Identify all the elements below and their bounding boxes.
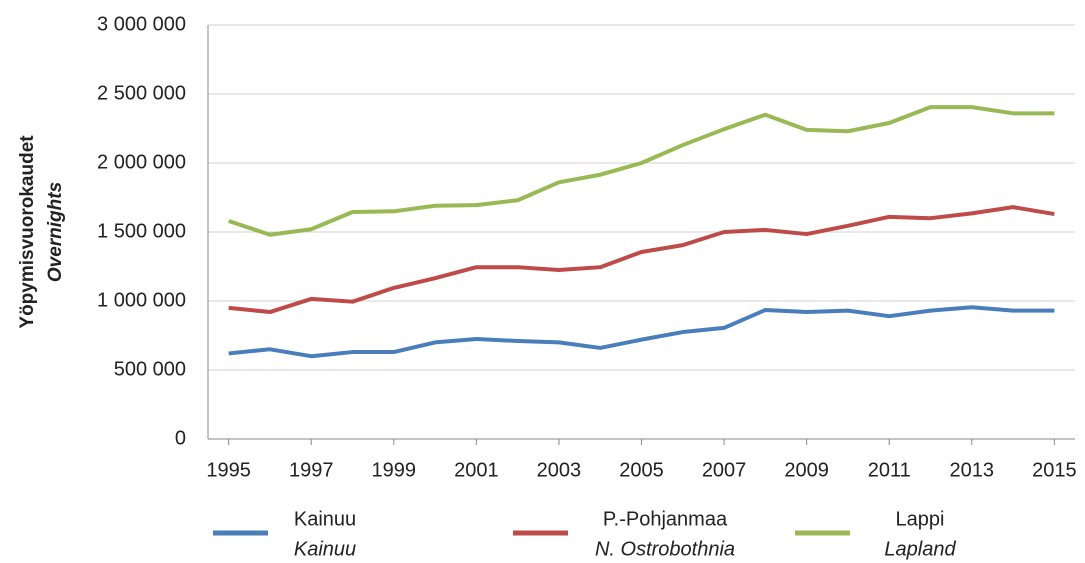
x-tick-label: 2003 xyxy=(537,459,582,481)
y-tick-label: 1 000 000 xyxy=(97,289,186,311)
x-tick-label: 2001 xyxy=(454,459,499,481)
y-tick-label: 1 500 000 xyxy=(97,220,186,242)
legend-label: Kainuu xyxy=(294,508,356,530)
legend-label-en: Kainuu xyxy=(294,538,356,560)
x-tick-label: 2011 xyxy=(868,459,911,481)
x-tick-label: 1995 xyxy=(206,459,251,481)
legend-label-en: N. Ostrobothnia xyxy=(595,538,735,560)
y-tick-label: 500 000 xyxy=(114,358,186,380)
y-axis-label-en: Overnights xyxy=(45,182,66,282)
x-tick-label: 2005 xyxy=(619,459,664,481)
x-tick-label: 2015 xyxy=(1032,459,1077,481)
legend-label: P.-Pohjanmaa xyxy=(603,508,728,530)
series-line xyxy=(228,205,1055,315)
y-tick-label: 2 500 000 xyxy=(97,82,186,104)
y-axis-label: Yöpymisvuorokaudet xyxy=(17,135,38,329)
x-tick-label: 1999 xyxy=(372,459,417,481)
series-line xyxy=(228,105,1055,237)
x-tick-label: 2013 xyxy=(950,459,995,481)
y-tick-label: 0 xyxy=(175,427,186,449)
y-tick-label: 3 000 000 xyxy=(97,13,186,35)
x-tick-label: 1997 xyxy=(289,459,334,481)
x-tick-label: 2007 xyxy=(702,459,747,481)
x-tick-label: 2009 xyxy=(784,459,829,481)
series-line xyxy=(228,305,1055,359)
legend-label: Lappi xyxy=(896,508,945,530)
legend-label-en: Lapland xyxy=(884,538,956,560)
y-tick-label: 2 000 000 xyxy=(97,151,186,173)
